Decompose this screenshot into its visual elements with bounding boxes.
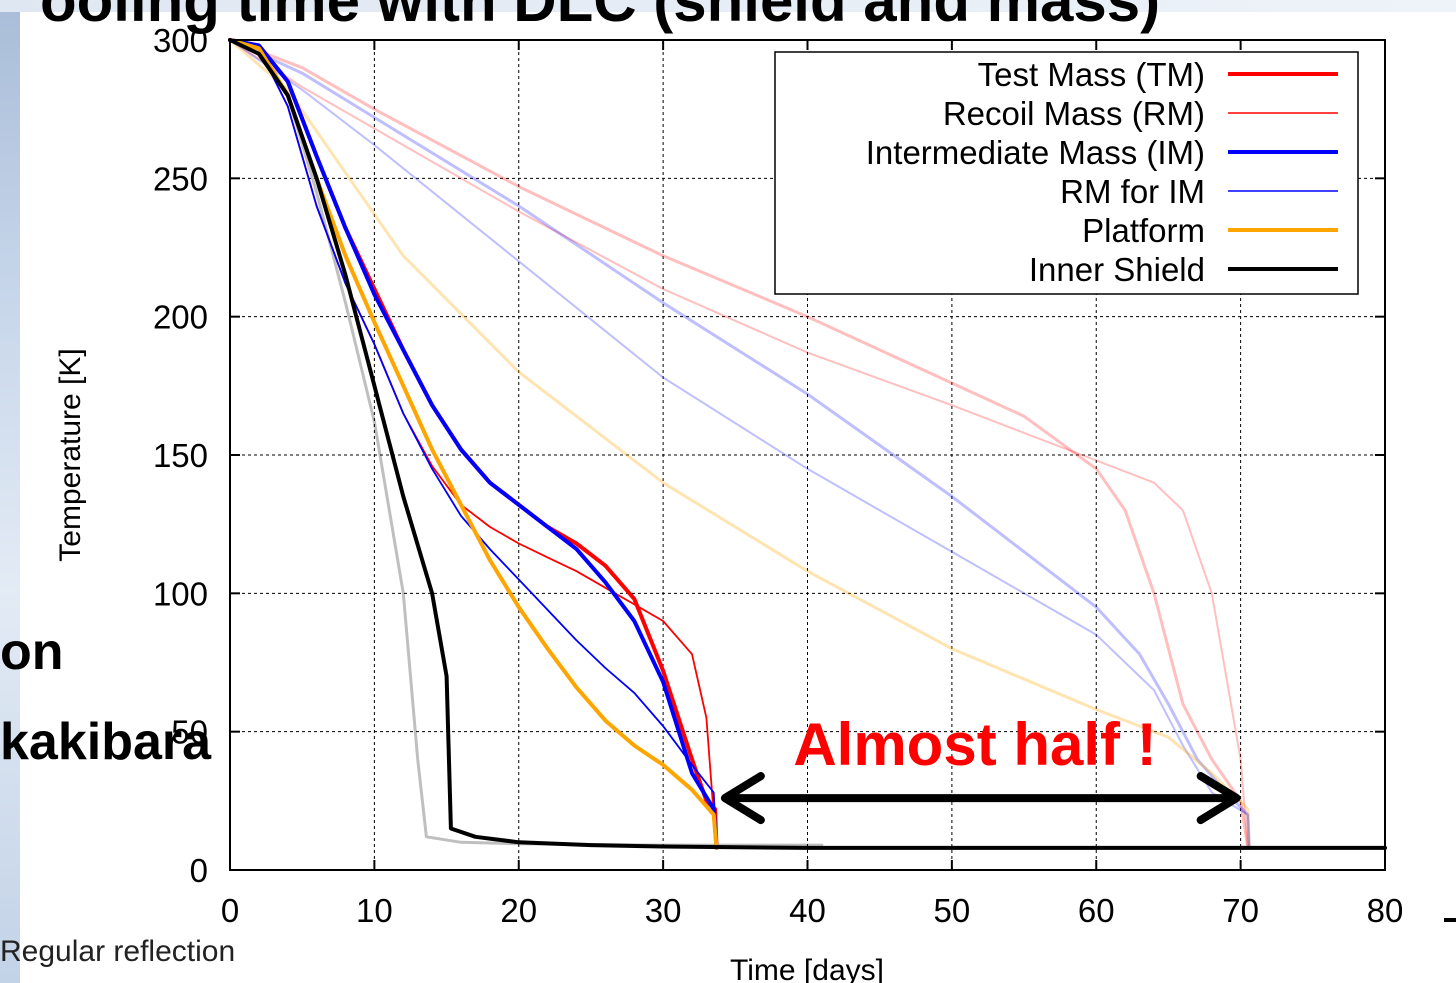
axis-ticks: 0 10 20 30 40 50 60 70 80 0 50 100 150 200 250 300 [153, 22, 1403, 929]
legend-label: Test Mass (TM) [978, 56, 1205, 93]
x-tick-label: 10 [356, 892, 393, 929]
x-tick-label: 20 [500, 892, 537, 929]
legend-label: Recoil Mass (RM) [943, 95, 1205, 132]
y-tick-label: 300 [153, 22, 208, 59]
series-layer [228, 38, 1387, 850]
annotation-text: Almost half ! [793, 711, 1156, 778]
y-tick-label: 250 [153, 160, 208, 197]
legend: Test Mass (TM)Recoil Mass (RM)Intermedia… [774, 51, 1359, 295]
side-text-fragment-1: on [0, 623, 64, 681]
series-line-reference [228, 38, 1251, 850]
y-tick-label: 100 [153, 575, 208, 612]
slide-background-top [0, 0, 1456, 12]
footer-caption: Regular reflection [0, 935, 236, 968]
y-tick-label: 150 [153, 437, 208, 474]
legend-label: Platform [1082, 212, 1205, 249]
x-tick-label: 50 [934, 892, 971, 929]
legend-label: RM for IM [1060, 173, 1205, 210]
x-axis-label: Time [days] [730, 954, 884, 983]
series-line-intermediate-mass-im [228, 38, 719, 850]
y-tick-label: 200 [153, 299, 208, 336]
series-line-reference [229, 39, 1251, 849]
series-line-reference [229, 39, 1249, 849]
annotation: Almost half ! [720, 711, 1241, 825]
x-tick-label: 80 [1367, 892, 1404, 929]
series-line-reference [228, 38, 1250, 850]
slide-title: ooling time with DLC (shield and mass) [40, 0, 1161, 34]
x-tick-label: 0 [221, 892, 239, 929]
legend-label: Inner Shield [1029, 251, 1205, 288]
annotation-arrowhead-left [720, 772, 765, 825]
y-tick-label: 0 [190, 852, 208, 889]
x-tick-label: 60 [1078, 892, 1115, 929]
x-tick-label: 40 [789, 892, 826, 929]
y-tick-label: 50 [171, 714, 208, 751]
slide-background-left [0, 0, 20, 983]
x-tick-label: 30 [645, 892, 682, 929]
legend-box [774, 51, 1359, 295]
side-text-fragment-2: kakibara [0, 713, 212, 771]
legend-label: Intermediate Mass (IM) [866, 134, 1205, 171]
footer-decoration [1444, 918, 1456, 962]
y-axis-label: Temperature [K] [54, 348, 87, 561]
series-line-rm-for-im [229, 39, 718, 849]
annotation-arrowhead-right [1196, 772, 1241, 825]
series-line-inner-shield [228, 38, 1387, 850]
x-tick-label: 70 [1222, 892, 1259, 929]
